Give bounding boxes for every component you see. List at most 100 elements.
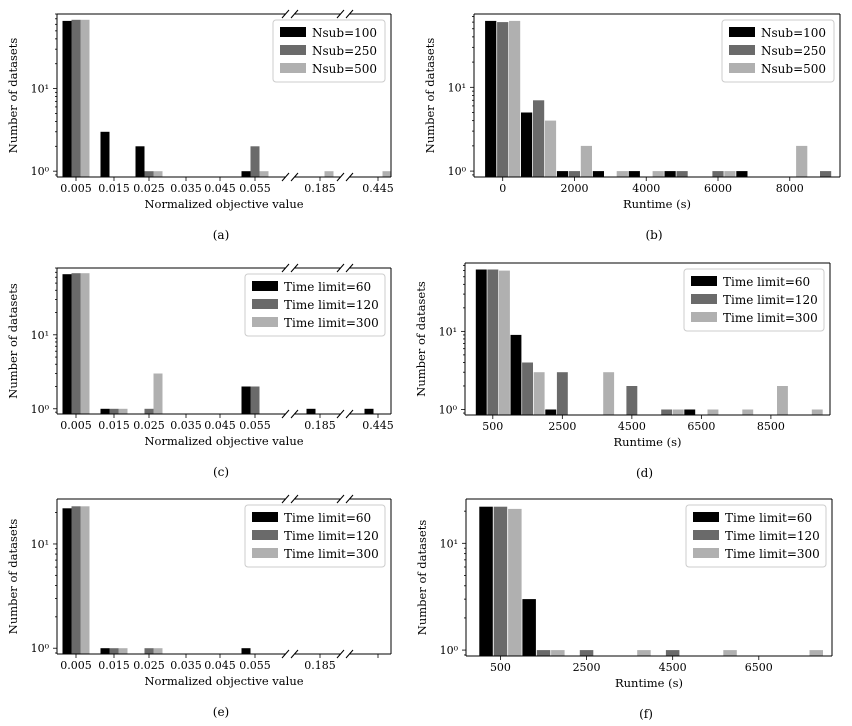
y-tick-label: 10¹ xyxy=(439,325,457,338)
legend: Nsub=100 Nsub=250 Nsub=500 xyxy=(272,19,386,83)
axis-break-mark xyxy=(345,494,354,504)
legend-label: Time limit=60 xyxy=(723,275,810,289)
x-tick-label: 0.055 xyxy=(239,659,271,672)
x-tick-label: 0.055 xyxy=(239,419,271,432)
bar xyxy=(616,171,628,177)
legend-swatch xyxy=(252,548,278,558)
x-tick-label: 0.185 xyxy=(304,182,336,195)
axis-break-mark xyxy=(281,9,290,19)
bar xyxy=(71,506,81,654)
y-axis-label: Number of datasets xyxy=(6,38,20,154)
bar xyxy=(100,408,110,414)
bar xyxy=(556,372,568,415)
x-tick-label: 500 xyxy=(490,661,511,674)
x-tick-label: 0.445 xyxy=(362,419,394,432)
bar xyxy=(652,171,664,177)
bar xyxy=(71,273,81,414)
bar xyxy=(153,171,163,177)
axis-break-mark xyxy=(290,649,299,659)
bar xyxy=(533,372,545,415)
y-axis-label: Number of datasets xyxy=(414,281,428,397)
legend-swatch xyxy=(280,45,306,55)
legend-swatch xyxy=(691,276,717,286)
y-tick-label: 10⁰ xyxy=(439,403,458,416)
axis-break-mark xyxy=(336,409,345,419)
panel-label: (c) xyxy=(213,465,229,479)
bar xyxy=(811,409,823,415)
x-tick-label: 2000 xyxy=(560,182,588,195)
bar xyxy=(676,171,688,177)
bar xyxy=(742,409,754,415)
y-axis-label: Number of datasets xyxy=(415,520,429,636)
axes: 10⁰ 10¹ 500 2500 4500 6500 8500 xyxy=(439,262,831,433)
x-axis-label: Normalized objective value xyxy=(144,434,303,448)
x-tick-label: 4500 xyxy=(659,661,687,674)
x-tick-label: 0.025 xyxy=(133,419,165,432)
bar xyxy=(259,171,269,177)
axis-break-mark xyxy=(345,409,354,419)
x-tick-label: 0.185 xyxy=(304,419,336,432)
bar xyxy=(144,408,154,414)
axis-break-mark xyxy=(336,649,345,659)
legend-label: Time limit=60 xyxy=(284,280,371,294)
panel-a: 10⁰ 10¹ 0.005 0.015 0.025 0.035 0.045 0.055 0.18… xyxy=(6,9,394,242)
bar xyxy=(475,269,487,415)
bar xyxy=(62,274,72,414)
bar xyxy=(684,409,696,415)
axis-break-mark xyxy=(281,494,290,504)
bar xyxy=(522,362,533,415)
bar xyxy=(508,508,522,656)
axis-break-mark xyxy=(336,9,345,19)
legend-swatch xyxy=(693,530,719,540)
bar xyxy=(544,120,557,177)
x-tick-label: 0.055 xyxy=(239,182,271,195)
bar xyxy=(497,22,509,177)
y-tick-label: 10¹ xyxy=(31,329,49,342)
y-axis-label: Number of datasets xyxy=(6,283,20,399)
y-tick-label: 10⁰ xyxy=(448,165,467,178)
y-tick-label: 10⁰ xyxy=(440,644,459,657)
legend-box xyxy=(244,504,386,568)
x-axis-label: Normalized objective value xyxy=(144,197,303,211)
x-tick-label: 0.185 xyxy=(304,659,336,672)
bar xyxy=(100,131,110,177)
legend-label: Time limit=120 xyxy=(284,298,379,312)
x-tick-label: 500 xyxy=(482,420,503,433)
bar xyxy=(551,650,565,656)
axis-break-mark xyxy=(345,9,354,19)
legend: Time limit=60 Time limit=120 Time limit=30… xyxy=(683,268,825,332)
legend-swatch xyxy=(252,281,278,291)
legend-swatch xyxy=(280,63,306,73)
x-tick-label: 2500 xyxy=(548,420,576,433)
legend-swatch xyxy=(729,63,755,73)
axis-break-mark xyxy=(281,172,290,182)
x-tick-label: 6500 xyxy=(745,661,773,674)
panel-label: (e) xyxy=(213,705,229,719)
legend-label: Time limit=120 xyxy=(725,529,820,543)
bar xyxy=(521,112,533,177)
x-tick-label: 0.015 xyxy=(98,182,130,195)
x-axis-label: Runtime (s) xyxy=(623,197,691,211)
legend-swatch xyxy=(252,530,278,540)
x-tick-label: 0.035 xyxy=(170,182,202,195)
legend-box xyxy=(683,268,825,332)
bar xyxy=(665,650,680,656)
legend-label: Time limit=300 xyxy=(284,547,379,561)
axis-break-mark xyxy=(336,172,345,182)
panel-d: 10⁰ 10¹ 500 2500 4500 6500 8500 Runtime (s) Numb… xyxy=(414,262,831,480)
legend-swatch xyxy=(729,45,755,55)
bar xyxy=(626,386,638,415)
legend-label: Nsub=100 xyxy=(761,26,826,40)
panel-label: (b) xyxy=(645,228,662,242)
bar xyxy=(382,171,392,177)
legend-box xyxy=(244,273,386,337)
legend-swatch xyxy=(691,312,717,322)
bar xyxy=(533,100,545,177)
bar xyxy=(135,146,145,177)
legend-box xyxy=(685,504,827,568)
legend-label: Time limit=300 xyxy=(284,316,379,330)
x-axis-label: Normalized objective value xyxy=(144,674,303,688)
bar xyxy=(672,409,684,415)
x-tick-label: 0.005 xyxy=(60,659,92,672)
y-tick-label: 10⁰ xyxy=(31,642,50,655)
